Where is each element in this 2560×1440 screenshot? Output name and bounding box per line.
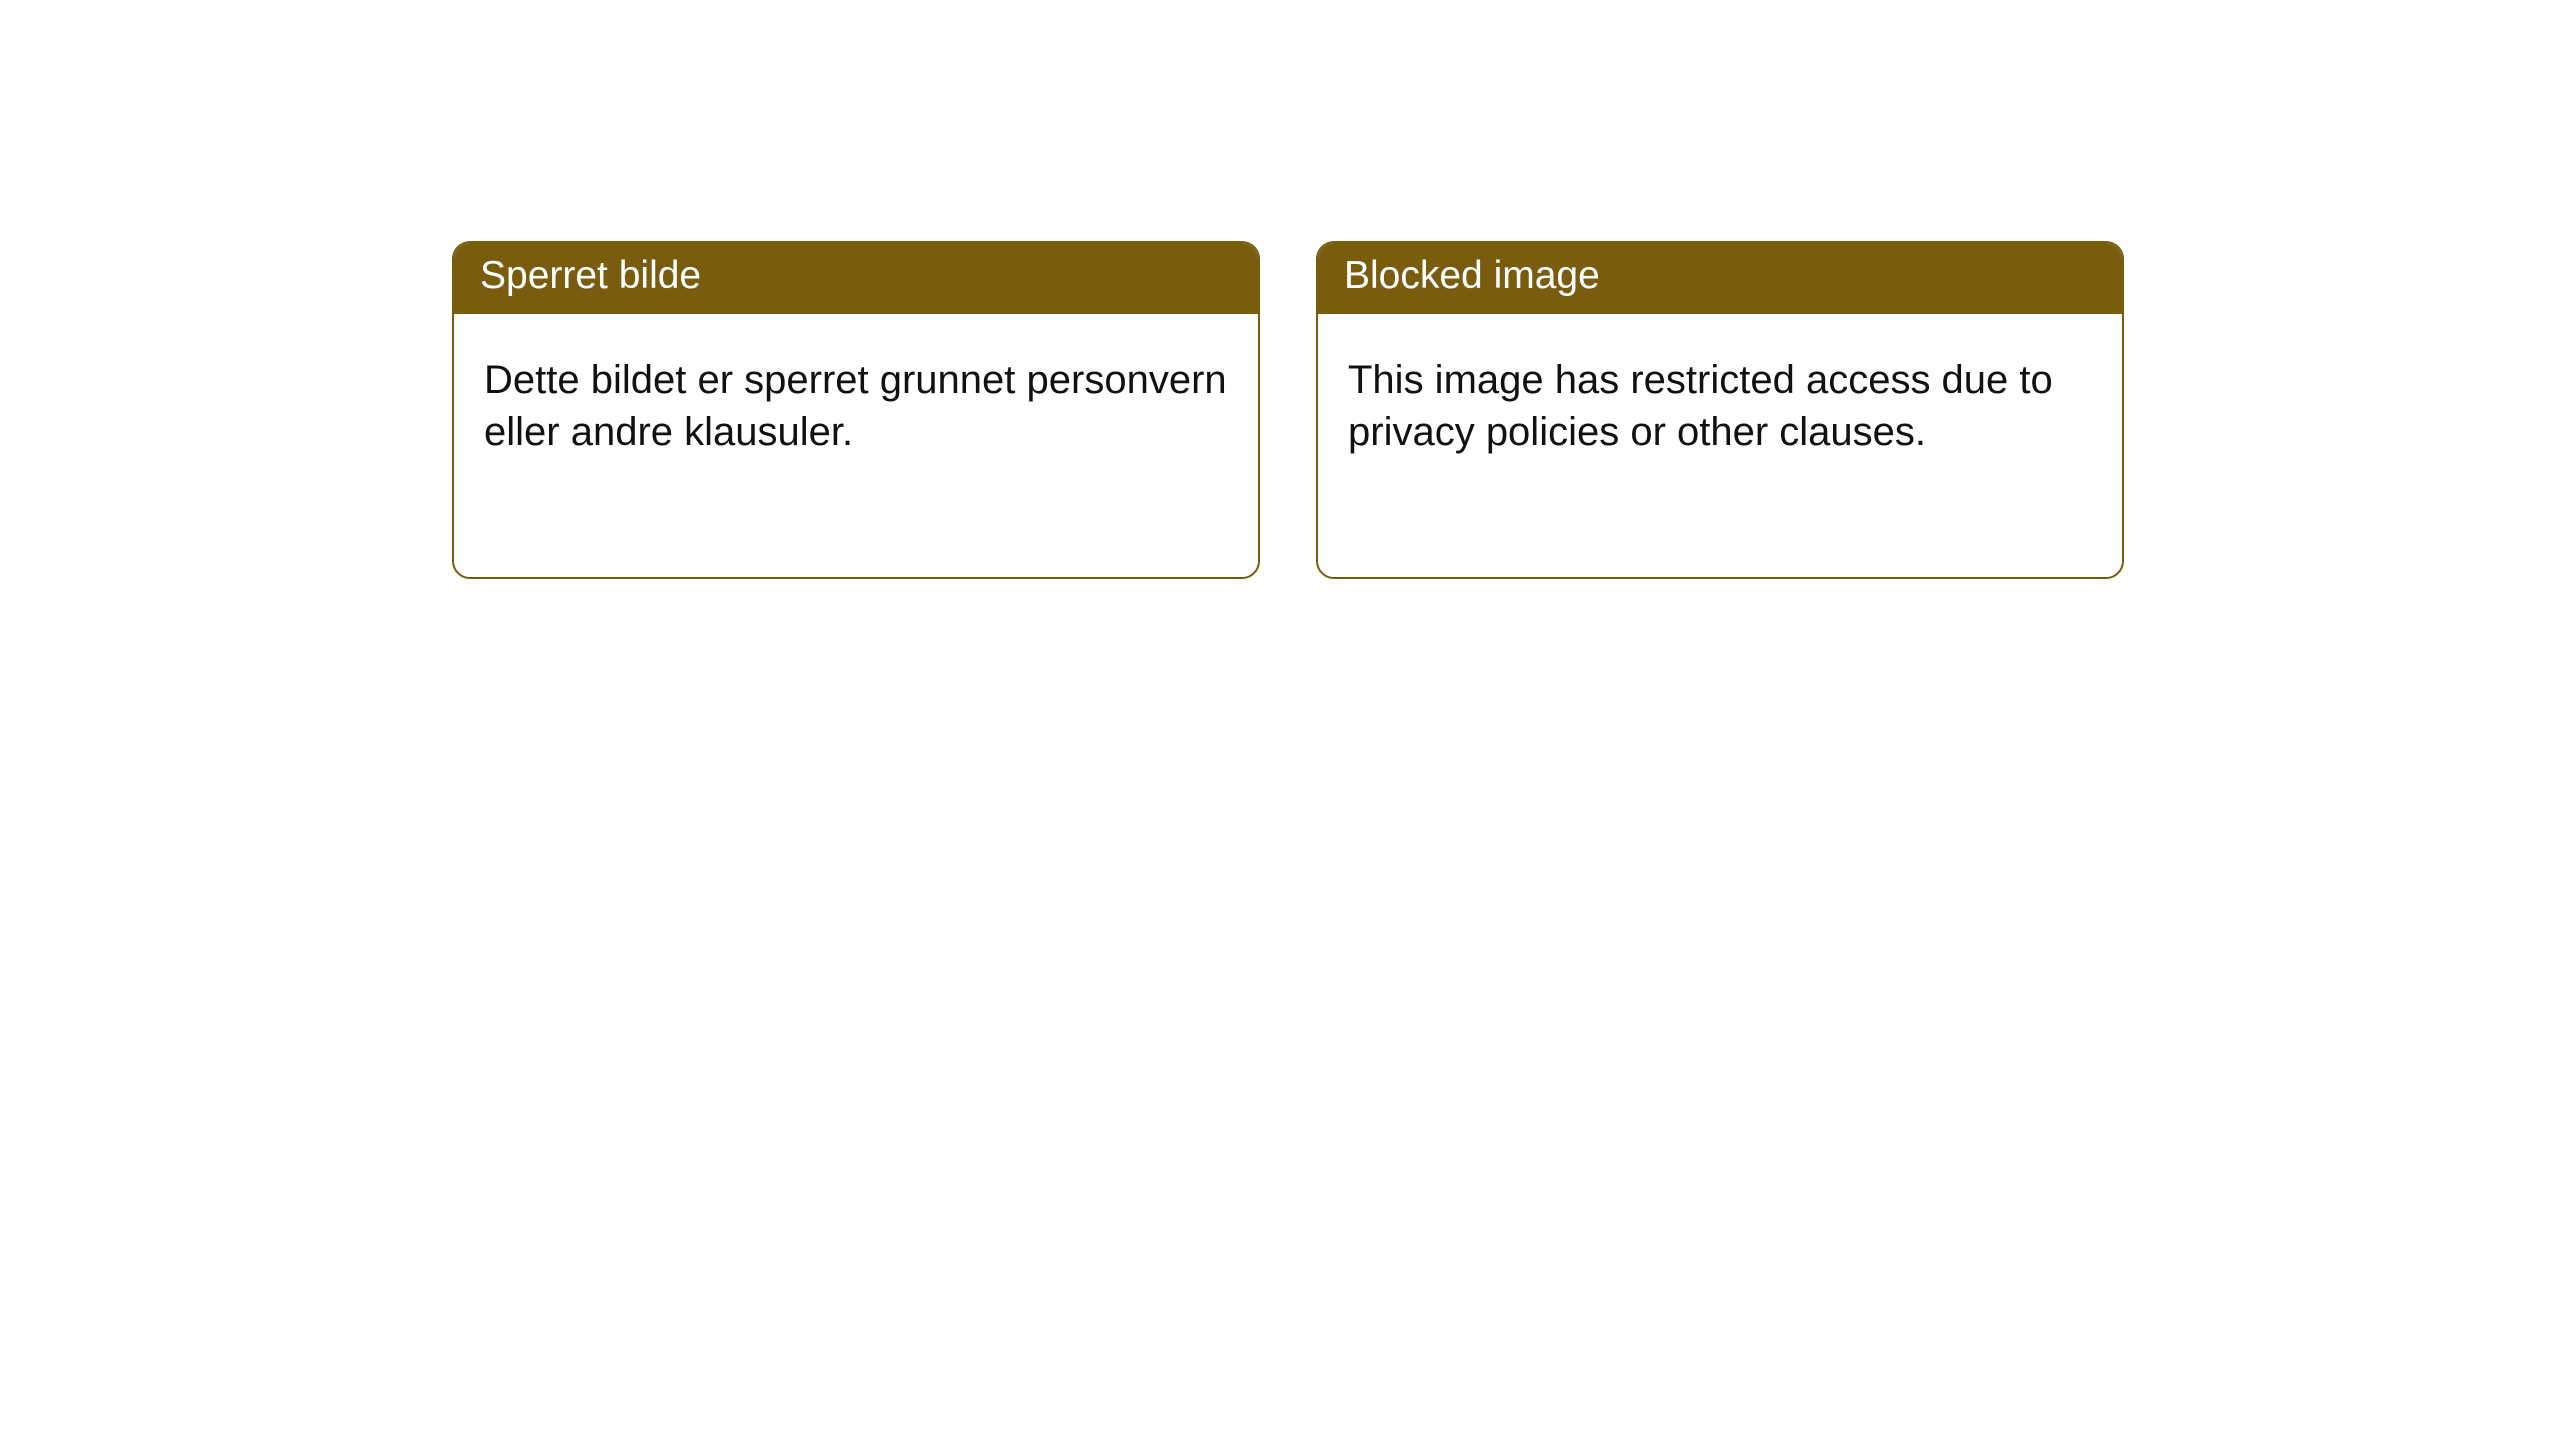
notices-container: Sperret bilde Dette bildet er sperret gr… (0, 0, 2560, 579)
notice-card-english: Blocked image This image has restricted … (1316, 241, 2124, 579)
notice-body: Dette bildet er sperret grunnet personve… (454, 314, 1258, 488)
notice-header: Blocked image (1318, 243, 2122, 314)
notice-card-norwegian: Sperret bilde Dette bildet er sperret gr… (452, 241, 1260, 579)
notice-header: Sperret bilde (454, 243, 1258, 314)
notice-body: This image has restricted access due to … (1318, 314, 2122, 488)
